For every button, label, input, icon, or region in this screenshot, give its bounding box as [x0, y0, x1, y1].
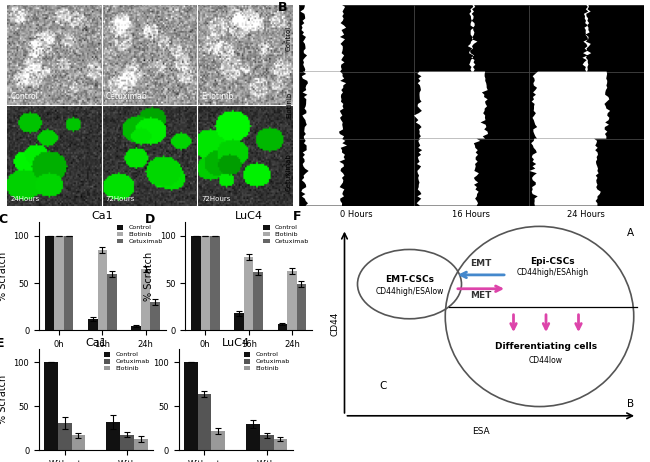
Bar [414, 72, 528, 139]
Legend: Control, Elotinib, Cetuximab: Control, Elotinib, Cetuximab [263, 225, 309, 244]
Bar [55, 236, 64, 330]
Text: Differentiating cells: Differentiating cells [495, 342, 597, 351]
Bar [107, 274, 116, 330]
Polygon shape [300, 5, 346, 72]
Text: 72Hours: 72Hours [201, 195, 230, 201]
Text: EMT-CSCs: EMT-CSCs [385, 275, 434, 284]
Text: 24 Hours: 24 Hours [567, 210, 605, 219]
Bar [260, 435, 274, 450]
Bar [107, 422, 120, 450]
Polygon shape [532, 72, 610, 139]
Bar [414, 139, 528, 206]
Text: 72Hours: 72Hours [106, 195, 135, 201]
Text: Epi-CSCs: Epi-CSCs [530, 256, 575, 266]
Text: E: E [0, 337, 5, 350]
Legend: Control, Cetuximab, Elotinib: Control, Cetuximab, Elotinib [244, 352, 289, 371]
Text: EMT: EMT [471, 259, 491, 267]
Bar [299, 72, 414, 139]
Bar [58, 423, 72, 450]
Bar [274, 439, 287, 450]
Polygon shape [417, 139, 480, 206]
Bar [278, 324, 287, 330]
Bar [246, 424, 260, 450]
Bar [45, 236, 55, 330]
Bar [88, 319, 98, 330]
Text: Cetuximab: Cetuximab [286, 153, 292, 191]
Text: CD44high/ESAlow: CD44high/ESAlow [375, 286, 444, 296]
Bar [141, 269, 150, 330]
Bar [131, 326, 141, 330]
Text: Elotinib: Elotinib [286, 92, 292, 118]
Text: F: F [292, 210, 301, 223]
Text: CD44low: CD44low [529, 356, 563, 365]
Polygon shape [530, 139, 601, 206]
Text: B: B [627, 399, 634, 409]
Bar [211, 431, 225, 450]
X-axis label: Time (Hours): Time (Hours) [217, 355, 280, 365]
Text: C: C [380, 381, 387, 391]
Polygon shape [582, 5, 592, 72]
Bar [528, 139, 644, 206]
Bar [528, 72, 644, 139]
Title: Ca1: Ca1 [85, 338, 107, 348]
Text: 16 Hours: 16 Hours [452, 210, 490, 219]
Bar [191, 236, 201, 330]
Bar [201, 236, 210, 330]
Polygon shape [302, 72, 346, 139]
Text: CD44: CD44 [330, 311, 339, 335]
Bar [184, 362, 198, 450]
Bar [254, 272, 263, 330]
Text: CD44high/ESAhigh: CD44high/ESAhigh [517, 268, 588, 277]
Text: B: B [278, 0, 288, 13]
Bar [287, 271, 296, 330]
Y-axis label: % Scratch: % Scratch [144, 251, 154, 301]
Bar [64, 236, 73, 330]
Text: A: A [627, 228, 634, 238]
Bar [299, 139, 414, 206]
Polygon shape [468, 5, 477, 72]
Text: ESA: ESA [472, 427, 490, 436]
Bar [198, 394, 211, 450]
Text: D: D [145, 213, 155, 226]
Text: C: C [0, 213, 8, 226]
Bar [244, 257, 254, 330]
Title: Ca1: Ca1 [92, 211, 113, 221]
Bar [150, 302, 160, 330]
Title: LuC4: LuC4 [222, 338, 250, 348]
Polygon shape [302, 139, 347, 206]
Y-axis label: % Scratch: % Scratch [0, 251, 8, 301]
Bar [299, 5, 414, 72]
Title: LuC4: LuC4 [235, 211, 263, 221]
Bar [296, 284, 306, 330]
Y-axis label: % Scratch: % Scratch [0, 375, 8, 424]
Bar [44, 362, 58, 450]
Bar [72, 435, 85, 450]
Legend: Control, Elotinib, Cetuximab: Control, Elotinib, Cetuximab [117, 225, 162, 244]
Text: 0 Hours: 0 Hours [340, 210, 372, 219]
Bar [210, 236, 220, 330]
Polygon shape [414, 72, 488, 139]
X-axis label: Time (Hours): Time (Hours) [71, 355, 134, 365]
Text: MET: MET [471, 291, 491, 300]
Bar [235, 313, 244, 330]
Bar [120, 435, 134, 450]
Text: Control: Control [286, 25, 292, 51]
Bar [414, 5, 528, 72]
Text: 24Hours: 24Hours [10, 195, 40, 201]
Bar [134, 439, 148, 450]
Text: Cetuximab: Cetuximab [106, 92, 148, 101]
Legend: Control, Cetuximab, Elotinib: Control, Cetuximab, Elotinib [104, 352, 150, 371]
Text: Control: Control [10, 92, 38, 101]
Bar [528, 5, 644, 72]
Text: Erlotinib: Erlotinib [201, 92, 233, 101]
Bar [98, 250, 107, 330]
